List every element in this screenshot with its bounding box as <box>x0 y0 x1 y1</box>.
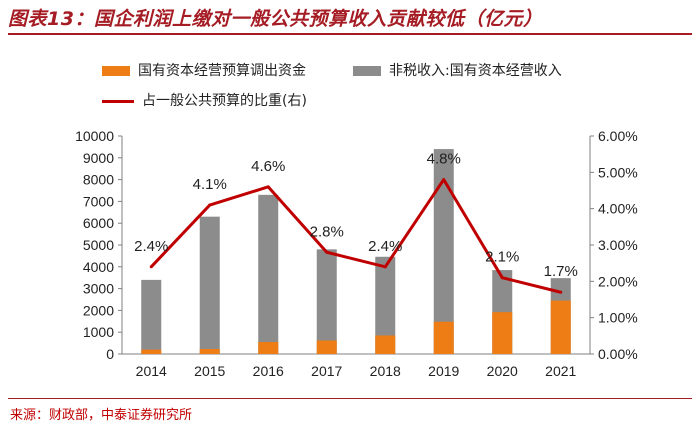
bar-gray <box>316 249 337 354</box>
legend-label-line: 占一般公共预算的比重(右) <box>142 93 307 109</box>
title-rule <box>8 33 692 35</box>
ratio-data-label: 2.4% <box>368 238 402 255</box>
ratio-data-label: 1.7% <box>544 263 578 280</box>
bar-orange <box>199 348 220 354</box>
footer-rule <box>8 398 692 399</box>
y-tick-label: 2000 <box>83 302 114 318</box>
ratio-point <box>500 276 504 280</box>
y-tick-label: 0 <box>106 346 114 362</box>
legend-swatch-orange <box>102 66 130 76</box>
ratio-point <box>208 203 212 207</box>
y-tick-label: 6000 <box>83 215 114 231</box>
ratio-data-label: 2.4% <box>134 238 168 255</box>
ratio-point <box>266 185 270 189</box>
bar-gray <box>199 216 220 354</box>
x-tick-label: 2014 <box>136 363 167 379</box>
y-tick-label: 8000 <box>83 172 114 188</box>
y2-tick-label: 4.00% <box>598 201 638 217</box>
bar-orange <box>316 340 337 354</box>
ratio-point <box>559 290 563 294</box>
y2-tick-label: 2.00% <box>598 273 638 289</box>
x-tick-label: 2021 <box>545 363 576 379</box>
legend-swatch-line <box>102 99 134 103</box>
y2-tick-label: 1.00% <box>598 310 638 326</box>
bar-orange <box>492 312 513 354</box>
y2-tick-label: 0.00% <box>598 346 638 362</box>
y-tick-label: 4000 <box>83 259 114 275</box>
y2-tick-label: 5.00% <box>598 164 638 180</box>
ratio-data-label: 4.6% <box>251 158 285 175</box>
y2-tick-label: 6.00% <box>598 128 638 144</box>
bar-orange <box>141 349 162 354</box>
legend-gray: 非税收入:国有资本经营收入 <box>353 60 562 80</box>
x-tick-label: 2020 <box>487 363 518 379</box>
y2-tick-label: 3.00% <box>598 237 638 253</box>
y-tick-label: 5000 <box>83 237 114 253</box>
bar-gray <box>258 194 279 354</box>
ratio-data-label: 2.8% <box>310 223 344 240</box>
ratio-point <box>325 250 329 254</box>
ratio-point <box>149 265 153 269</box>
x-tick-label: 2017 <box>311 363 342 379</box>
y-tick-label: 7000 <box>83 193 114 209</box>
ratio-data-label: 2.1% <box>485 249 519 266</box>
x-tick-label: 2015 <box>194 363 225 379</box>
bar-gray <box>433 149 454 354</box>
y-tick-label: 10000 <box>75 128 114 144</box>
ratio-line <box>150 178 562 294</box>
ratio-point <box>383 265 387 269</box>
bar-orange <box>433 321 454 354</box>
legend-swatch-gray <box>353 66 381 76</box>
ratio-data-label: 4.8% <box>427 151 461 168</box>
figure-title: 图表13：国企利润上缴对一般公共预算收入贡献较低（亿元） <box>8 8 543 30</box>
x-tick-label: 2016 <box>253 363 284 379</box>
y-tick-label: 1000 <box>83 324 114 340</box>
bar-orange <box>550 300 571 354</box>
bar-gray <box>375 256 396 354</box>
legend-line: 占一般公共预算的比重(右) <box>102 90 307 110</box>
bar-orange <box>258 342 279 354</box>
y-tick-label: 9000 <box>83 150 114 166</box>
x-tick-label: 2019 <box>428 363 459 379</box>
bar-orange <box>375 335 396 354</box>
legend-orange: 国有资本经营预算调出资金 <box>102 60 306 80</box>
y-tick-label: 3000 <box>83 281 114 297</box>
ratio-data-label: 4.1% <box>193 176 227 193</box>
legend-label-orange: 国有资本经营预算调出资金 <box>138 63 306 79</box>
ratio-point <box>442 178 446 182</box>
legend-label-gray: 非税收入:国有资本经营收入 <box>389 63 562 79</box>
source-note: 来源：财政部，中泰证券研究所 <box>10 408 193 423</box>
bar-gray <box>141 279 162 354</box>
x-tick-label: 2018 <box>370 363 401 379</box>
